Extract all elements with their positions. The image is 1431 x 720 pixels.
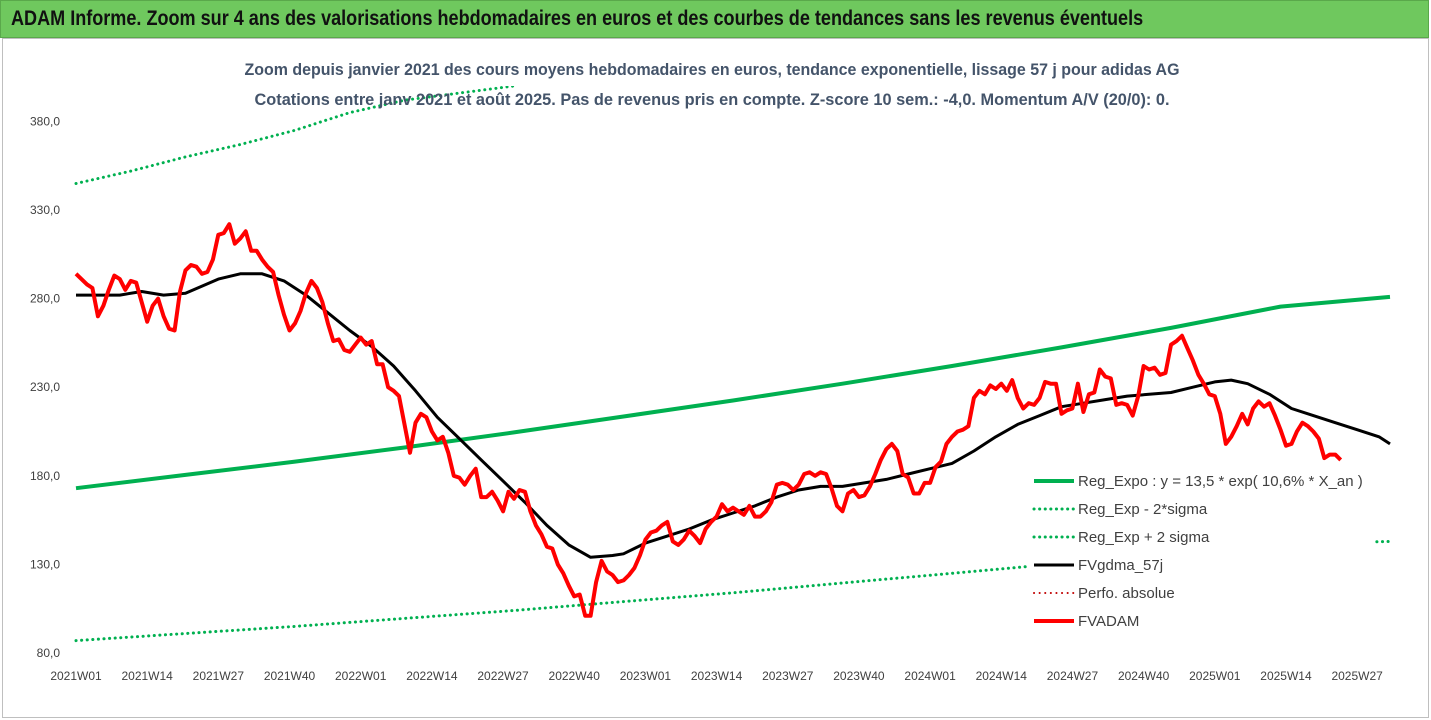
x-tick-label: 2023W40: [833, 669, 885, 683]
y-tick-label: 230,0: [30, 380, 60, 394]
x-tick-label: 2023W01: [620, 669, 672, 683]
y-tick-label: 280,0: [30, 292, 60, 306]
x-tick-label: 2022W01: [335, 669, 387, 683]
x-tick-label: 2021W14: [121, 669, 173, 683]
legend-label: Reg_Expo : y = 13,5 * exp( 10,6% * X_an …: [1078, 473, 1363, 490]
y-tick-label: 80,0: [37, 646, 61, 660]
x-tick-label: 2022W40: [549, 669, 601, 683]
report-title-bar: ADAM Informe. Zoom sur 4 ans des valoris…: [0, 0, 1429, 38]
series-line: [74, 222, 1343, 618]
series-line: [76, 272, 1391, 559]
chart-title: Zoom depuis janvier 2021 des cours moyen…: [245, 60, 1180, 79]
series-line: [74, 86, 516, 185]
legend-label: Perfo. absolue: [1078, 585, 1175, 602]
y-tick-label: 130,0: [30, 557, 60, 571]
x-tick-label: 2021W01: [50, 669, 102, 683]
x-tick-label: 2023W14: [691, 669, 743, 683]
axis-layer: 80,0 130,0 180,0 230,0 280,0 330,0 380,0 2021W0…: [30, 114, 1383, 683]
y-tick-label: 180,0: [30, 469, 60, 483]
legend-background: [1028, 466, 1373, 634]
legend-label: Reg_Exp - 2*sigma: [1078, 501, 1208, 518]
x-tick-label: 2024W40: [1118, 669, 1170, 683]
chart-subtitle: Cotations entre janv 2021 et août 2025. …: [255, 90, 1170, 109]
x-tick-label: 2024W01: [904, 669, 956, 683]
x-tick-label: 2023W27: [762, 669, 814, 683]
x-tick-label: 2022W14: [406, 669, 458, 683]
y-tick-label: 330,0: [30, 203, 60, 217]
x-tick-label: 2025W27: [1331, 669, 1383, 683]
legend-label: FVADAM: [1078, 613, 1139, 630]
report-title: ADAM Informe. Zoom sur 4 ans des valoris…: [11, 7, 1144, 30]
x-tick-label: 2025W14: [1260, 669, 1312, 683]
legend: Reg_Expo : y = 13,5 * exp( 10,6% * X_an …: [1028, 466, 1373, 634]
series-line: [75, 294, 1391, 491]
legend-label: Reg_Exp + 2 sigma: [1078, 529, 1210, 546]
x-tick-label: 2022W27: [477, 669, 529, 683]
x-tick-label: 2024W27: [1047, 669, 1099, 683]
plot-area-border: [2, 38, 1429, 718]
legend-label: FVgdma_57j: [1078, 557, 1163, 574]
x-tick-label: 2021W27: [193, 669, 245, 683]
x-tick-label: 2021W40: [264, 669, 316, 683]
y-tick-label: 380,0: [30, 114, 60, 128]
x-tick-label: 2024W14: [976, 669, 1028, 683]
x-tick-label: 2025W01: [1189, 669, 1241, 683]
